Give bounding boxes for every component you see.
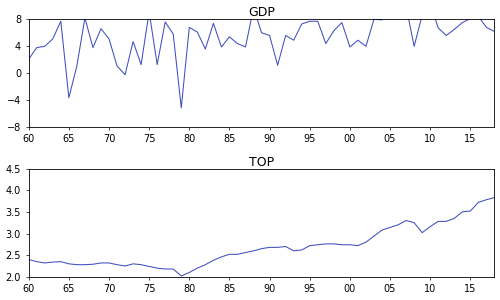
Title: TOP: TOP [249,156,274,169]
Title: GDP: GDP [248,6,275,19]
